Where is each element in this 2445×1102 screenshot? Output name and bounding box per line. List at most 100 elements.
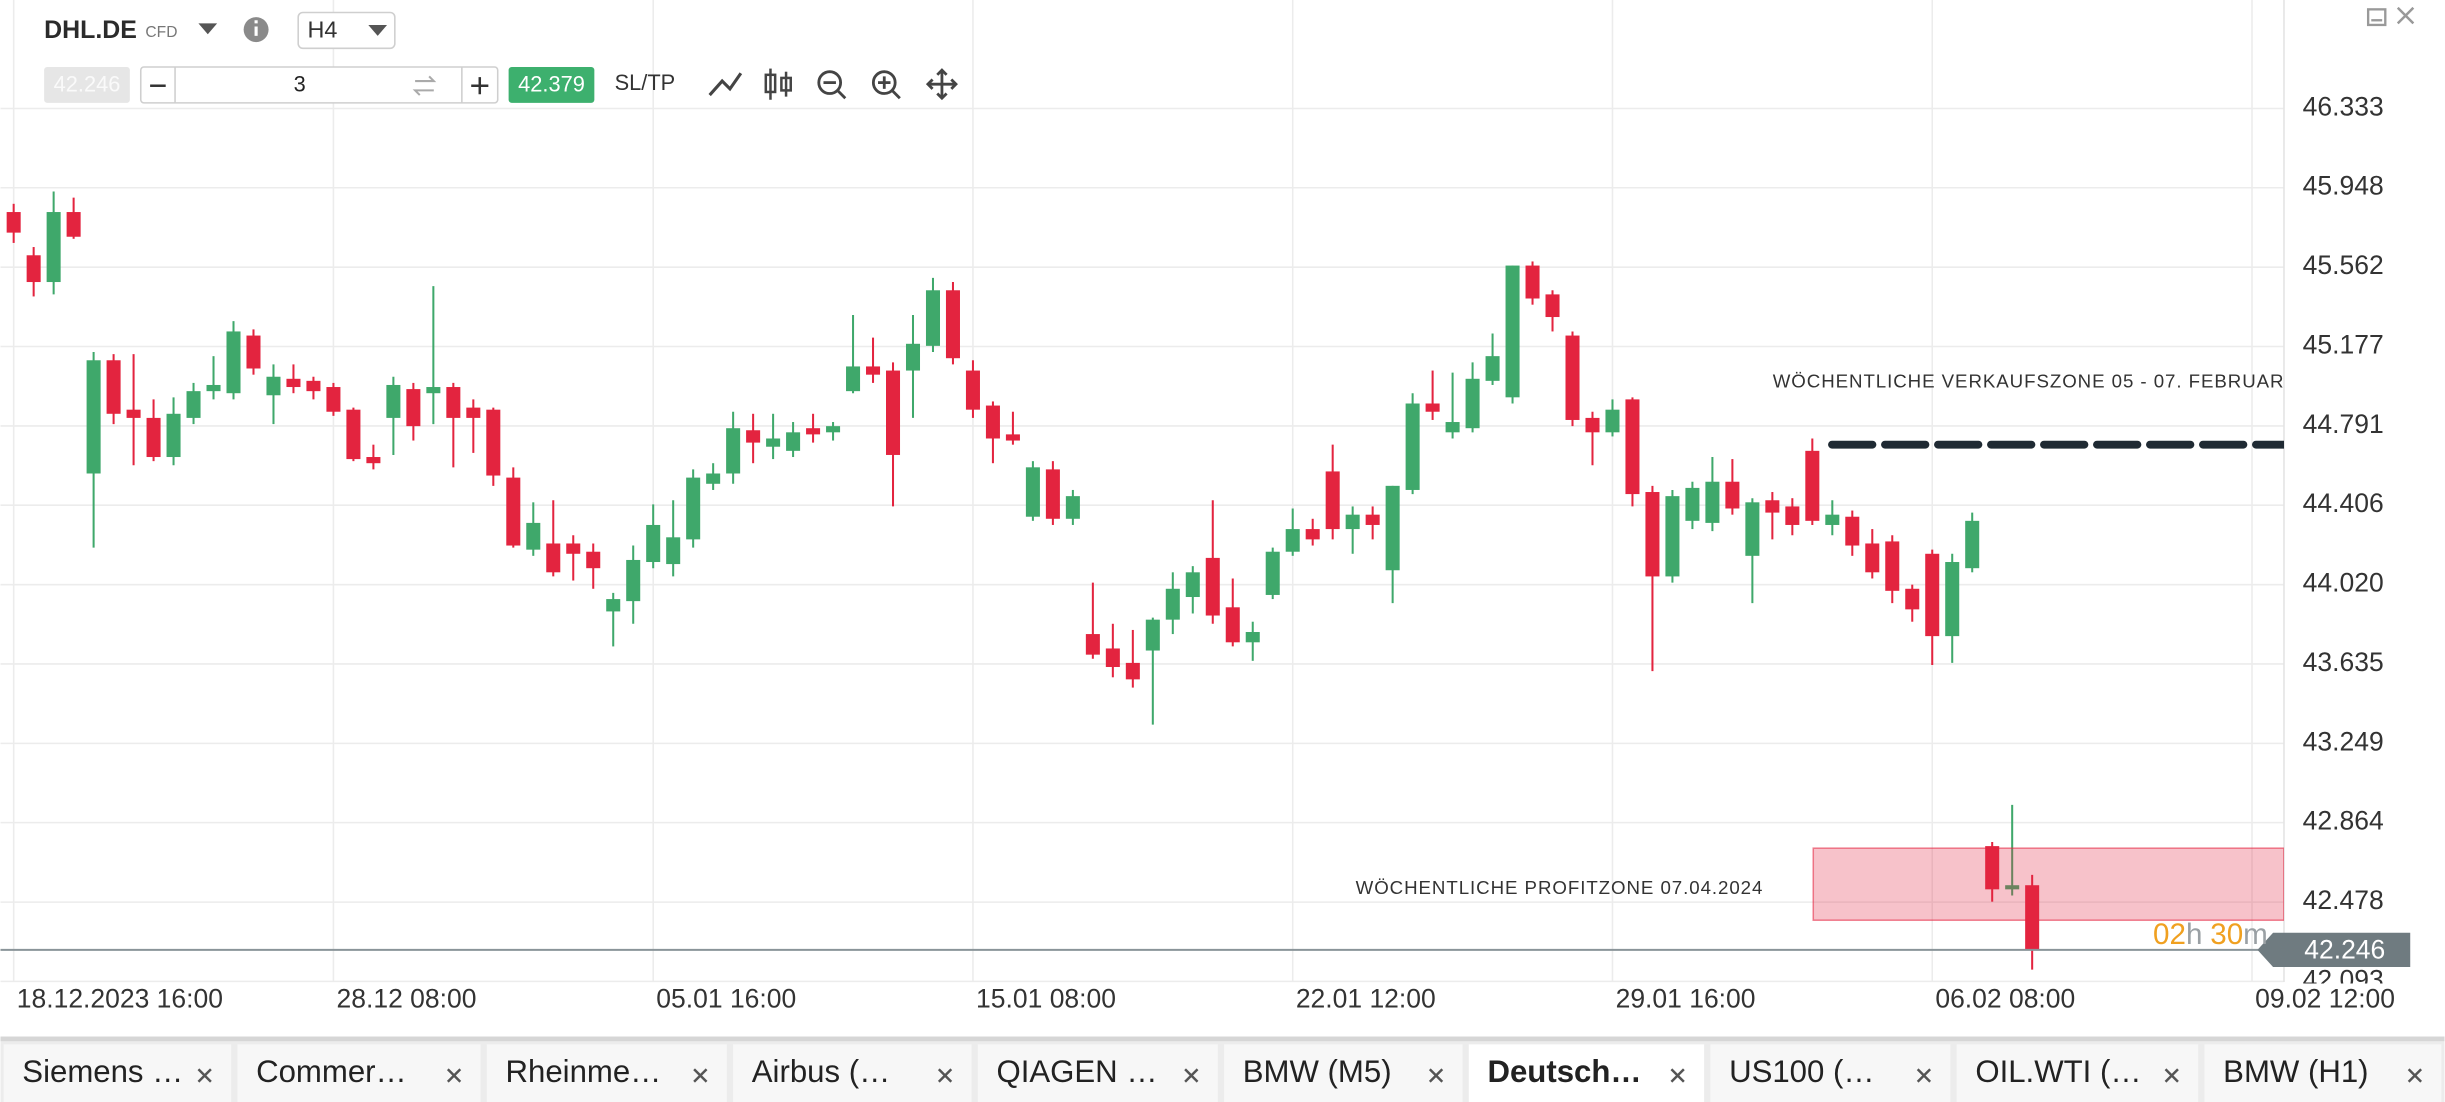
candle-body (306, 380, 321, 392)
pan-icon[interactable] (925, 68, 958, 101)
candle-body (1445, 422, 1460, 433)
tab-bar-border (0, 1036, 2445, 1042)
candle-body (106, 360, 121, 414)
candle-body (1545, 294, 1560, 318)
candle-body (1845, 516, 1860, 546)
tab-label: BMW (H1) (2223, 1054, 2368, 1089)
candle-body (626, 559, 641, 602)
tab-close[interactable] (197, 1068, 212, 1083)
tab-close[interactable] (1184, 1068, 1199, 1083)
candle-body (1285, 529, 1300, 552)
candle-body (326, 387, 341, 412)
line-chart-icon[interactable] (708, 72, 743, 97)
tab[interactable] (1956, 1044, 2199, 1102)
tab-label: Airbus (… (752, 1054, 891, 1089)
zoom-in-icon[interactable] (871, 70, 901, 100)
tab[interactable] (3, 1044, 232, 1102)
candle-body (486, 409, 501, 476)
candle-body (366, 457, 381, 464)
price-axis: 46.333 45.948 45.562 45.177 44.791 44.406 44.0… (2303, 91, 2384, 983)
candle-body (925, 290, 940, 346)
increase-button[interactable] (471, 77, 489, 95)
tab[interactable] (2204, 1044, 2442, 1102)
tab-close[interactable] (1428, 1068, 1444, 1083)
candle-body (1665, 496, 1680, 577)
tab-label: Rheinme… (505, 1054, 661, 1089)
candle-body (1025, 467, 1040, 517)
current-price-label: 42.246 (2304, 934, 2385, 964)
tab[interactable] (733, 1044, 972, 1102)
candle-body (726, 428, 741, 474)
candle-body (2005, 885, 2020, 890)
tab-active[interactable] (1468, 1044, 1705, 1102)
sltp-button[interactable]: SL/TP (615, 70, 676, 95)
tab-label: Commer… (256, 1054, 407, 1089)
candle-body (86, 360, 101, 474)
y-tick-label: 44.791 (2303, 409, 2384, 439)
sell-button[interactable] (44, 67, 130, 103)
info-icon-dot (254, 20, 258, 24)
candle-body (6, 212, 21, 233)
y-tick-label: 43.635 (2303, 647, 2384, 677)
tab-label: BMW (M5) (1243, 1054, 1392, 1089)
candle-body (1905, 588, 1920, 610)
tab-close[interactable] (2407, 1068, 2423, 1083)
candle-body (1725, 481, 1740, 509)
tab-close[interactable] (693, 1068, 708, 1083)
symbol-dropdown[interactable] (198, 23, 218, 35)
tab[interactable] (1224, 1044, 1463, 1102)
y-tick-label: 42.864 (2303, 806, 2384, 836)
candle-body (1925, 553, 1940, 637)
buy-button[interactable] (508, 67, 595, 103)
tab-close[interactable] (2164, 1068, 2179, 1083)
candle-body (226, 331, 241, 394)
candle-body (1205, 557, 1220, 616)
candle-body (1145, 619, 1160, 651)
candle-body (1185, 572, 1200, 598)
countdown: 02h 30m (2153, 918, 2268, 951)
tab-close[interactable] (1916, 1068, 1932, 1083)
candle-body (406, 389, 421, 427)
candle-body (1165, 588, 1180, 620)
info-icon-stem (254, 26, 258, 36)
candle-body (1805, 450, 1820, 521)
tab-close[interactable] (937, 1068, 953, 1083)
candle-body (146, 417, 161, 458)
close-button[interactable] (2396, 6, 2415, 25)
tab-close[interactable] (446, 1068, 462, 1083)
candle-body (1225, 607, 1240, 643)
x-tick-label: 05.01 16:00 (656, 984, 796, 1014)
candle-body (586, 551, 601, 569)
symbol[interactable]: DHL.DE (44, 16, 137, 44)
candle-body (506, 477, 521, 546)
tab[interactable] (1710, 1044, 1951, 1102)
swap-icon[interactable] (412, 75, 437, 96)
candle-body (1525, 265, 1540, 299)
timeframe-select[interactable] (297, 11, 396, 50)
x-tick-label: 28.12 08:00 (337, 984, 477, 1014)
candle-body (806, 428, 821, 435)
candle-body (1485, 356, 1500, 381)
candle-body (346, 409, 361, 460)
plot-area: WÖCHENTLICHE VERKAUFSZONE 05 - 07. FEBRU… (6, 191, 2284, 970)
candle-body (46, 212, 61, 283)
tab-close[interactable] (1670, 1068, 1685, 1083)
candle-icon[interactable] (764, 68, 792, 100)
y-tick-label: 44.406 (2303, 488, 2384, 518)
candle-body (786, 432, 801, 451)
tab[interactable] (486, 1044, 727, 1102)
time-axis: 18.12.2023 16:00 28.12 08:00 05.01 16:00 15… (17, 984, 2395, 1014)
x-tick-label: 18.12.2023 16:00 (17, 984, 223, 1014)
tab[interactable] (977, 1044, 1218, 1102)
candle-body (1945, 562, 1960, 637)
candle-body (186, 391, 201, 418)
candle-body (1825, 514, 1840, 525)
tab[interactable] (237, 1044, 481, 1102)
y-tick-label: 45.177 (2303, 329, 2384, 359)
minimize-button[interactable] (2366, 8, 2387, 27)
candle-body (1385, 485, 1400, 571)
sell-price: 42.246 (54, 71, 121, 96)
quantity[interactable]: 3 (294, 71, 306, 96)
zoom-out-icon[interactable] (817, 70, 847, 100)
annotation-label: WÖCHENTLICHE PROFITZONE 07.04.2024 (1356, 877, 1764, 898)
